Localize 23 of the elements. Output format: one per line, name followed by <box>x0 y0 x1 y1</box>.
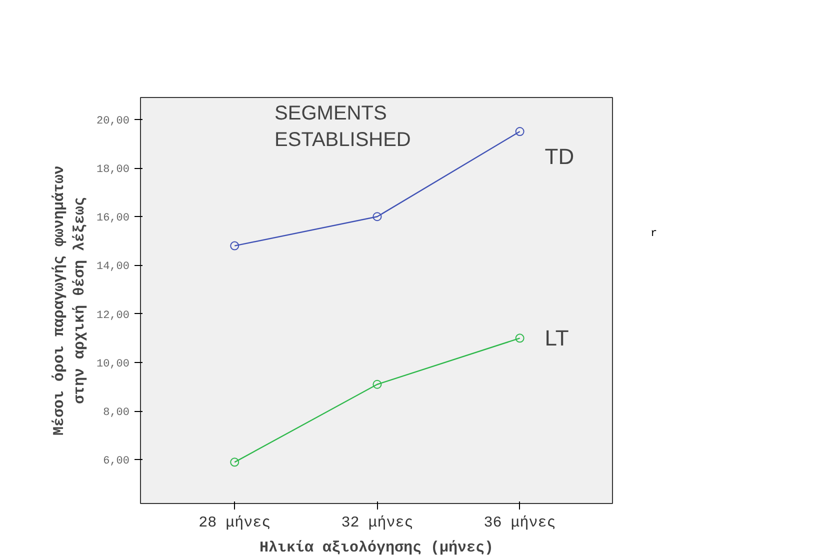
series-label: LT <box>544 326 569 351</box>
point <box>515 127 524 136</box>
annotation: SEGMENTS ESTABLISHED <box>274 102 411 151</box>
y-tick-label: 18,00 <box>96 164 130 176</box>
point <box>372 380 382 389</box>
text: r <box>650 228 658 240</box>
series-label: TD <box>544 144 574 170</box>
point <box>230 458 240 467</box>
y-tick-label: 8,00 <box>103 407 130 420</box>
point <box>230 241 240 250</box>
y-tick-label: 6,00 <box>103 456 130 468</box>
y-tick-label: 14,00 <box>96 261 130 274</box>
x-tick-label: 32 μήνες <box>341 514 414 532</box>
y-axis-title: Μέσοι όροι παραγωγής φωνημάτων στην αρχική θέση λέξεως <box>51 165 88 436</box>
x-tick-label: 28 μήνες <box>198 514 271 532</box>
x-tick-label: 36 μήνες <box>484 514 556 532</box>
x-axis-title: Ηλικία αξιολόγησης (μήνες) <box>259 540 494 556</box>
y-tick-label: 16,00 <box>96 212 130 225</box>
y-tick-label: 10,00 <box>96 358 130 370</box>
point <box>372 212 382 222</box>
point <box>515 334 524 343</box>
y-tick-label: 12,00 <box>96 310 130 322</box>
y-tick-label: 20,00 <box>96 115 130 128</box>
